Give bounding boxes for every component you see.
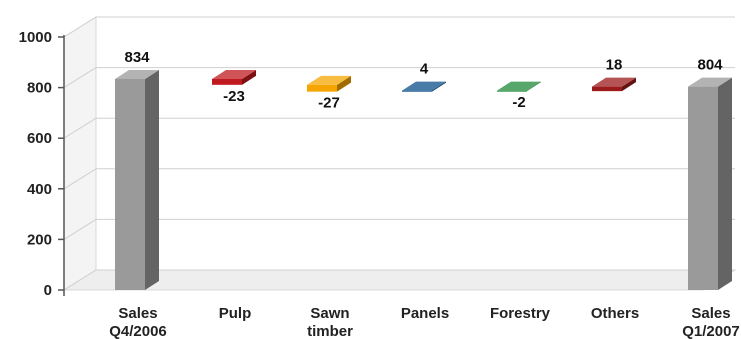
bar-front xyxy=(497,90,527,92)
y-tick-labels: 0 200 400 600 800 1000 xyxy=(19,29,52,299)
bar-front xyxy=(115,78,145,290)
y-tick-label: 1000 xyxy=(19,29,52,46)
category-label: Panels xyxy=(401,305,449,322)
value-labels: 834 -23 -27 4 -2 18 804 xyxy=(124,49,723,112)
gridline-side xyxy=(63,16,97,38)
delta-bar xyxy=(497,81,541,92)
value-label: 834 xyxy=(124,49,150,66)
bar-top xyxy=(592,77,636,87)
bar-front xyxy=(402,90,432,92)
value-label: 4 xyxy=(420,61,429,78)
gridline-side xyxy=(63,269,97,291)
value-label: -2 xyxy=(512,94,525,111)
bar-side xyxy=(337,75,351,92)
gridline-side xyxy=(63,218,97,240)
value-label: -23 xyxy=(223,88,245,105)
category-label: Sawn timber xyxy=(307,305,353,339)
total-bar xyxy=(115,69,159,290)
gridline-side xyxy=(63,168,97,190)
bar-front xyxy=(592,86,622,92)
delta-bar xyxy=(592,77,636,92)
gridline-side xyxy=(63,67,97,89)
category-label: Sales Q1/2007 xyxy=(682,305,740,339)
bar-front xyxy=(212,78,242,85)
floor xyxy=(62,269,737,291)
bar-front xyxy=(688,86,718,290)
bar-side xyxy=(145,69,159,290)
total-bar xyxy=(688,77,732,290)
bar-front xyxy=(307,84,337,92)
bar-side xyxy=(527,81,541,92)
bar-top xyxy=(307,75,351,85)
y-tick-label: 0 xyxy=(44,282,52,299)
gridline-side xyxy=(63,117,97,139)
bar-top xyxy=(212,69,256,79)
side-wall xyxy=(63,16,97,291)
y-tick-label: 400 xyxy=(27,181,52,198)
value-label: -27 xyxy=(318,95,340,112)
delta-bar xyxy=(402,81,446,92)
bar-top xyxy=(497,81,541,91)
bar-side xyxy=(242,69,256,85)
y-tick-label: 200 xyxy=(27,231,52,248)
y-tick-label: 800 xyxy=(27,80,52,97)
category-label: Sales Q4/2006 xyxy=(109,305,167,339)
value-label: 18 xyxy=(606,57,623,74)
value-label: 804 xyxy=(697,57,723,74)
delta-bar xyxy=(307,75,351,92)
bar-top xyxy=(402,81,446,91)
bar-side xyxy=(432,81,446,92)
bar-top xyxy=(688,77,732,87)
delta-bar xyxy=(212,69,256,85)
category-labels: Sales Q4/2006 Pulp Sawn timber Panels Forestry… xyxy=(109,305,740,339)
y-tick-label: 600 xyxy=(27,130,52,147)
grid xyxy=(62,16,737,291)
bars xyxy=(115,69,732,290)
category-label: Forestry xyxy=(490,305,551,322)
category-label: Pulp xyxy=(219,305,252,322)
axes xyxy=(58,35,65,296)
back-wall xyxy=(96,17,735,270)
bar-top xyxy=(115,69,159,79)
category-label: Others xyxy=(591,305,639,322)
bar-side xyxy=(718,77,732,290)
bar-side xyxy=(622,77,636,92)
